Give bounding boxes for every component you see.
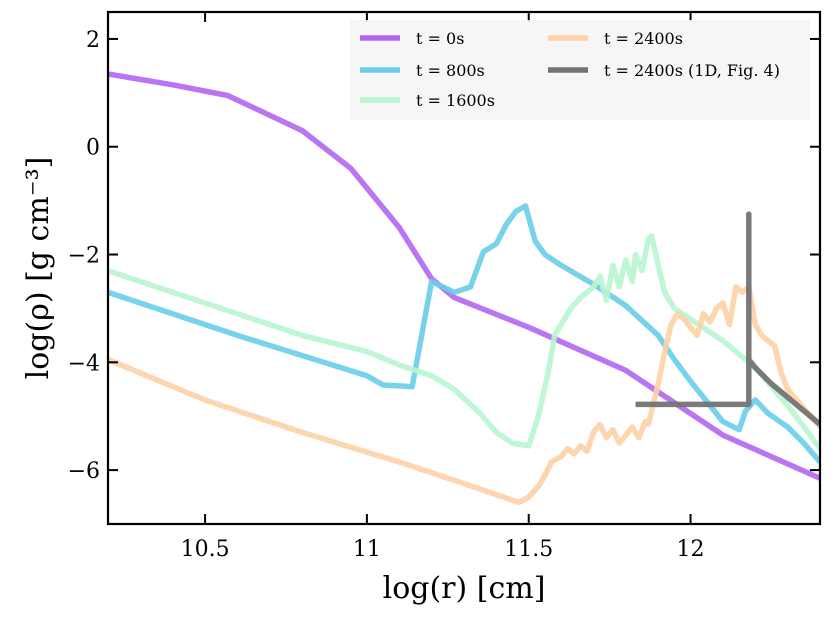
x-tick-label: 12: [677, 537, 705, 562]
x-tick-label: 10.5: [181, 537, 230, 562]
legend: t = 0s t = 800s t = 1600s t = 2400s t = 2400…: [350, 20, 810, 120]
plot-frame: [106, 10, 822, 526]
series-layer: [108, 71, 820, 506]
y-tick-label: −2: [68, 244, 100, 269]
y-tick-label: 0: [86, 136, 100, 161]
legend-label-3: t = 2400s: [604, 29, 683, 48]
y-axis-label: log(ρ) [g cm⁻³]: [21, 157, 56, 380]
legend-label-2: t = 1600s: [416, 91, 495, 110]
x-tick-label: 11.5: [504, 537, 553, 562]
series-line-0: [108, 71, 820, 481]
ticks-layer: 10.5 11 11.5 12 2 0 −2 −4 −6: [68, 12, 820, 562]
x-tick-label: 11: [353, 537, 381, 562]
y-tick-label: −4: [68, 351, 100, 376]
legend-label-1: t = 800s: [416, 61, 485, 80]
series-line-2: [108, 232, 820, 451]
x-axis-label: log(r) [cm]: [383, 571, 546, 606]
legend-label-0: t = 0s: [416, 29, 464, 48]
series-line-1: [108, 203, 820, 464]
legend-label-4: t = 2400s (1D, Fig. 4): [604, 61, 780, 80]
y-tick-label: −6: [68, 459, 100, 484]
series-line-4: [635, 211, 820, 427]
y-tick-label: 2: [86, 28, 100, 53]
